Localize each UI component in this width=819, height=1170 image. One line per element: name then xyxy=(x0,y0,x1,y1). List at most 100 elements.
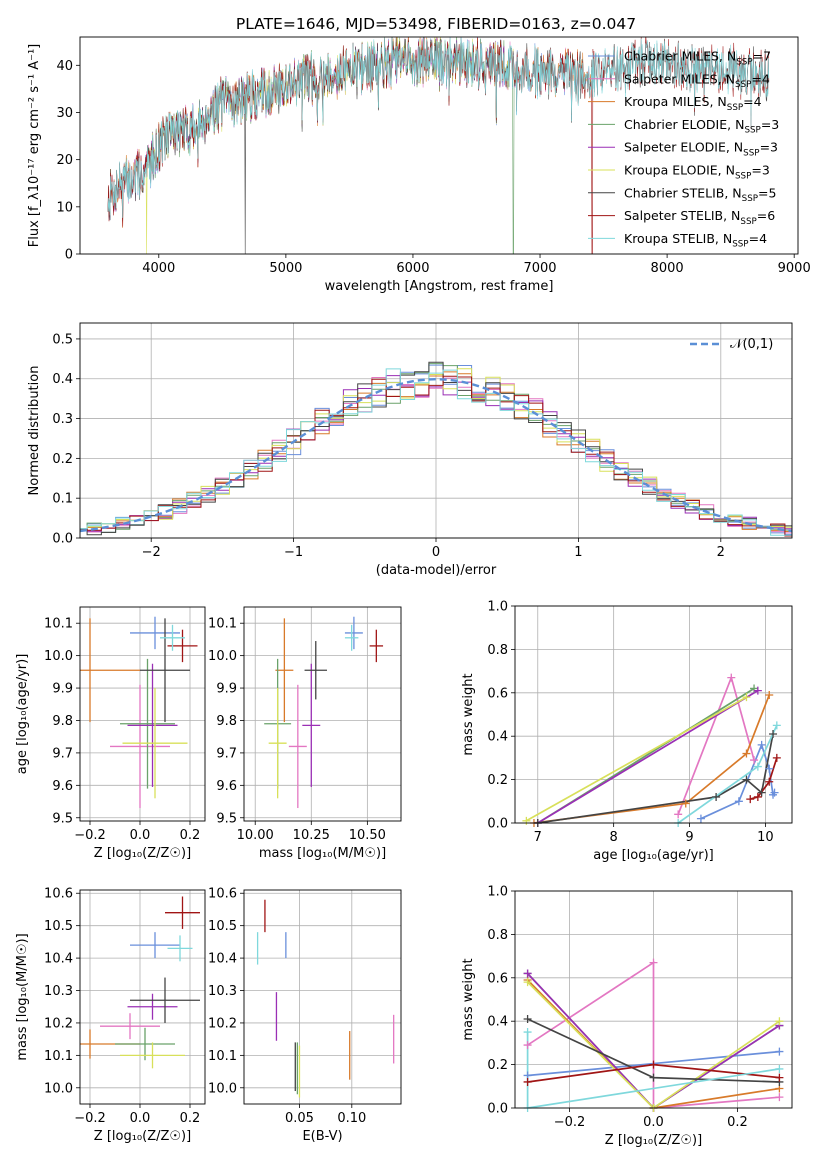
legend-label: Kroupa ELODIE, NSSP​=3 xyxy=(624,163,770,182)
y-tick-label: 9.5 xyxy=(52,811,73,826)
plus-marker xyxy=(753,792,762,801)
plus-marker xyxy=(681,799,690,808)
y-tick-label: 9.9 xyxy=(216,682,237,697)
plus-marker xyxy=(753,762,762,771)
y-tick-label: 10.0 xyxy=(208,1081,237,1096)
y-tick-label: 1.0 xyxy=(487,885,508,900)
axes-frame xyxy=(79,889,206,1105)
histogram-kroupa-stelib xyxy=(80,368,792,536)
axes-frame xyxy=(514,605,793,824)
y-tick-label: 10.0 xyxy=(44,1081,73,1096)
axes-age-vs-Z: −0.2 0.0 0.2 9.5 9.6 9.7 9.8 9.9 10.0 10.1 Z [log₁… xyxy=(15,606,206,861)
plus-marker xyxy=(765,690,774,699)
histogram-chabrier-elodie xyxy=(80,363,792,533)
y-tick-label: 9.8 xyxy=(52,714,73,729)
y-axis-label: mass weight xyxy=(461,958,476,1040)
weight-line-salpeter-stelib xyxy=(750,757,778,800)
plus-marker xyxy=(750,756,759,765)
y-tick-label: 0.4 xyxy=(487,1015,508,1030)
y-tick-label: 0 xyxy=(65,248,73,263)
histogram-salpeter-miles xyxy=(80,377,792,534)
legend-label: Chabrier STELIB, NSSP​=5 xyxy=(624,185,776,204)
plot-area xyxy=(526,961,780,1108)
y-tick-label: 20 xyxy=(56,153,73,168)
plus-marker xyxy=(523,1015,532,1024)
plus-marker xyxy=(523,1077,532,1086)
y-axis-label: mass [log₁₀(M/M☉)] xyxy=(15,933,30,1060)
weight-line-kroupa-miles xyxy=(526,979,780,1108)
x-tick-label: 0.2 xyxy=(727,1115,748,1130)
axes-frame xyxy=(79,606,206,822)
legend-label: Salpeter STELIB, NSSP​=6 xyxy=(624,208,775,227)
x-tick-label: 8000 xyxy=(651,261,684,276)
x-tick-label: 0.2 xyxy=(180,1111,201,1126)
plus-marker xyxy=(772,753,781,762)
plot-area xyxy=(264,616,384,809)
histogram-kroupa-elodie xyxy=(80,368,792,530)
plus-marker xyxy=(775,1093,784,1102)
x-tick-label: 0.10 xyxy=(337,1111,366,1126)
legend-label: Chabrier MILES, NSSP​=7 xyxy=(624,49,771,68)
y-tick-label: 10.1 xyxy=(208,617,237,632)
y-tick-label: 10.1 xyxy=(44,1049,73,1064)
x-tick-label: 10.25 xyxy=(293,828,330,843)
y-tick-label: 10.5 xyxy=(208,919,237,934)
axes-residuals: −2 −1 0 1 2 0.0 0.1 0.2 0.3 0.4 0.5 (data-model)/er… xyxy=(27,322,793,578)
y-tick-label: 1.0 xyxy=(487,600,508,615)
x-tick-label: 9000 xyxy=(778,261,811,276)
x-tick-label: −2 xyxy=(142,545,161,560)
axes-frame xyxy=(79,36,799,255)
plus-marker xyxy=(727,673,736,682)
axes-mass-vs-EBV: 0.05 0.10 10.0 10.1 10.2 10.3 10.4 10.5 10.6 E(B-… xyxy=(208,887,402,1144)
y-tick-label: 10.3 xyxy=(208,984,237,999)
plus-marker xyxy=(757,740,766,749)
x-tick-label: 0.0 xyxy=(643,1115,664,1130)
y-tick-label: 0.2 xyxy=(487,1058,508,1073)
x-tick-label: 1 xyxy=(574,545,582,560)
plus-marker xyxy=(674,810,683,819)
x-axis-label: wavelength [Angstrom, rest frame] xyxy=(325,279,554,294)
histogram-chabrier-stelib xyxy=(80,361,792,536)
plus-marker xyxy=(523,1041,532,1050)
weight-line-salpeter-elodie xyxy=(526,972,780,1108)
y-tick-label: 9.8 xyxy=(216,714,237,729)
y-tick-label: 9.7 xyxy=(216,746,237,761)
x-axis-label: Z [log₁₀(Z/Z☉)] xyxy=(605,1133,702,1148)
plus-marker xyxy=(775,1073,784,1082)
plus-marker xyxy=(746,795,755,804)
plus-marker xyxy=(769,730,778,739)
x-tick-label: 8 xyxy=(610,830,618,845)
y-tick-label: 10.3 xyxy=(44,984,73,999)
axes-age-vs-mass: 10.00 10.25 10.50 9.5 9.6 9.7 9.8 9.9 10.0 10.1 ma… xyxy=(208,606,402,861)
plus-marker xyxy=(649,1060,658,1069)
y-tick-label: 10.1 xyxy=(44,617,73,632)
y-tick-label: 0.4 xyxy=(487,730,508,745)
plot-area xyxy=(80,896,200,1069)
x-tick-label: 0.2 xyxy=(180,828,201,843)
plot-area xyxy=(80,616,198,809)
x-tick-label: 0.0 xyxy=(130,1111,151,1126)
y-tick-label: 0.4 xyxy=(52,372,73,387)
histogram-salpeter-stelib xyxy=(80,375,792,537)
y-tick-label: 0.0 xyxy=(52,532,73,547)
y-tick-label: 30 xyxy=(56,106,73,121)
plus-marker xyxy=(523,969,532,978)
x-tick-label: 6000 xyxy=(396,261,429,276)
y-tick-label: 10.5 xyxy=(44,919,73,934)
plus-marker xyxy=(770,788,779,797)
plus-marker xyxy=(772,721,781,730)
y-tick-label: 9.7 xyxy=(52,746,73,761)
y-tick-label: 0.3 xyxy=(52,412,73,427)
y-tick-label: 0.6 xyxy=(487,971,508,986)
x-axis-label: E(B-V) xyxy=(302,1129,342,1144)
x-axis-label: Z [log₁₀(Z/Z☉)] xyxy=(94,846,191,861)
y-axis-label: age [log₁₀(age/yr)] xyxy=(15,654,30,775)
plus-marker xyxy=(765,777,774,786)
x-tick-label: 9 xyxy=(685,830,693,845)
x-axis-label: (data-model)/error xyxy=(376,563,497,578)
y-tick-label: 9.5 xyxy=(216,811,237,826)
weight-line-kroupa-elodie xyxy=(526,981,780,1108)
x-tick-label: 4000 xyxy=(142,261,175,276)
spectrum-legend: Chabrier MILES, NSSP​=7 Salpeter MILES, N… xyxy=(588,49,779,250)
